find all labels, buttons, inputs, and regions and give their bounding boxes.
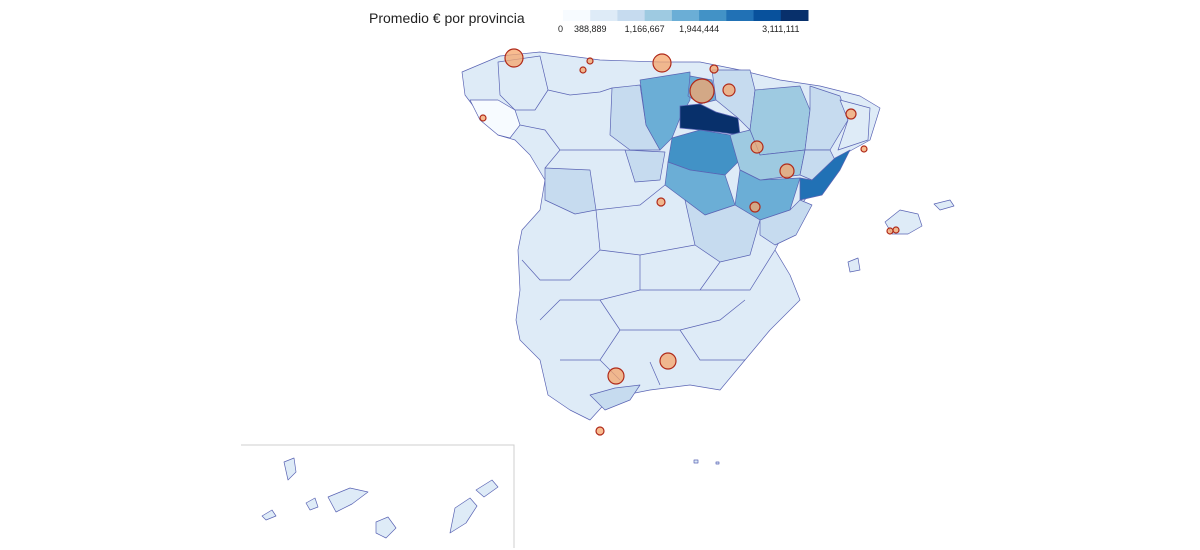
legend-swatch bbox=[726, 10, 755, 21]
island-la-palma bbox=[283, 457, 297, 481]
color-legend: 0 388,889 1,166,667 1,944,444 3,111,111 bbox=[558, 10, 809, 34]
bubble-vigo bbox=[479, 114, 487, 122]
province-malaga bbox=[589, 384, 641, 411]
bubble-pamplona bbox=[722, 83, 736, 97]
bubble-zaragoza bbox=[750, 140, 764, 154]
mark-alboran bbox=[715, 461, 720, 465]
island-lanzarote bbox=[475, 479, 499, 498]
bubble-granada bbox=[659, 352, 677, 370]
legend-swatch bbox=[753, 10, 782, 21]
province-castellon bbox=[799, 149, 851, 201]
legend-tick-label: 1,166,667 bbox=[625, 24, 665, 34]
bubble-castellon bbox=[779, 163, 795, 179]
bubble-madrid bbox=[656, 197, 666, 207]
bubble-vitoria bbox=[689, 78, 715, 104]
legend-tick-label: 3,111,111 bbox=[762, 24, 799, 34]
canary-islands-inset bbox=[241, 444, 515, 548]
province-pontevedra bbox=[469, 99, 521, 139]
legend-swatch bbox=[617, 10, 646, 21]
bubble-girona bbox=[845, 108, 857, 120]
legend-tick-label: 1,944,444 bbox=[679, 24, 719, 34]
bubble-layer bbox=[479, 48, 900, 436]
mark-melilla bbox=[693, 459, 699, 464]
island-gran-canaria bbox=[375, 516, 397, 539]
legend-swatch bbox=[644, 10, 673, 21]
balearic-islands bbox=[847, 199, 955, 273]
bubble-sevilla bbox=[595, 426, 605, 436]
ceuta-melilla-marks bbox=[693, 459, 720, 465]
bubble-a-coruna bbox=[504, 48, 524, 68]
legend-tick-label: 388,889 bbox=[574, 24, 607, 34]
legend-swatch bbox=[780, 10, 809, 21]
province-salamanca bbox=[544, 167, 597, 215]
inset-frame bbox=[241, 444, 515, 548]
bubble-barcelona bbox=[860, 145, 868, 153]
island-menorca bbox=[933, 199, 955, 211]
bubble-palma-1 bbox=[886, 227, 894, 235]
legend-tick-label: 0 bbox=[558, 24, 563, 34]
island-el-hierro bbox=[261, 509, 277, 521]
island-la-gomera bbox=[305, 497, 319, 511]
bubble-aviles bbox=[579, 66, 587, 74]
bubble-palma-2 bbox=[892, 226, 900, 234]
island-ibiza bbox=[847, 257, 861, 273]
bubble-malaga bbox=[607, 367, 625, 385]
province-lugo bbox=[497, 55, 549, 111]
map-title: Promedio € por provincia bbox=[369, 10, 525, 26]
bubble-teruel bbox=[749, 201, 761, 213]
legend-swatch bbox=[671, 10, 700, 21]
province-segovia bbox=[624, 149, 666, 183]
island-tenerife bbox=[327, 487, 369, 513]
island-fuerteventura bbox=[449, 497, 478, 534]
province-valencia bbox=[759, 199, 813, 246]
legend-swatch bbox=[590, 10, 618, 21]
bubble-oviedo bbox=[586, 57, 594, 65]
bubble-bilbao bbox=[652, 53, 672, 73]
bubble-san-sebastian bbox=[709, 64, 719, 74]
legend-swatch bbox=[699, 10, 727, 21]
province-cuenca bbox=[684, 199, 761, 263]
legend-swatch bbox=[563, 10, 591, 21]
